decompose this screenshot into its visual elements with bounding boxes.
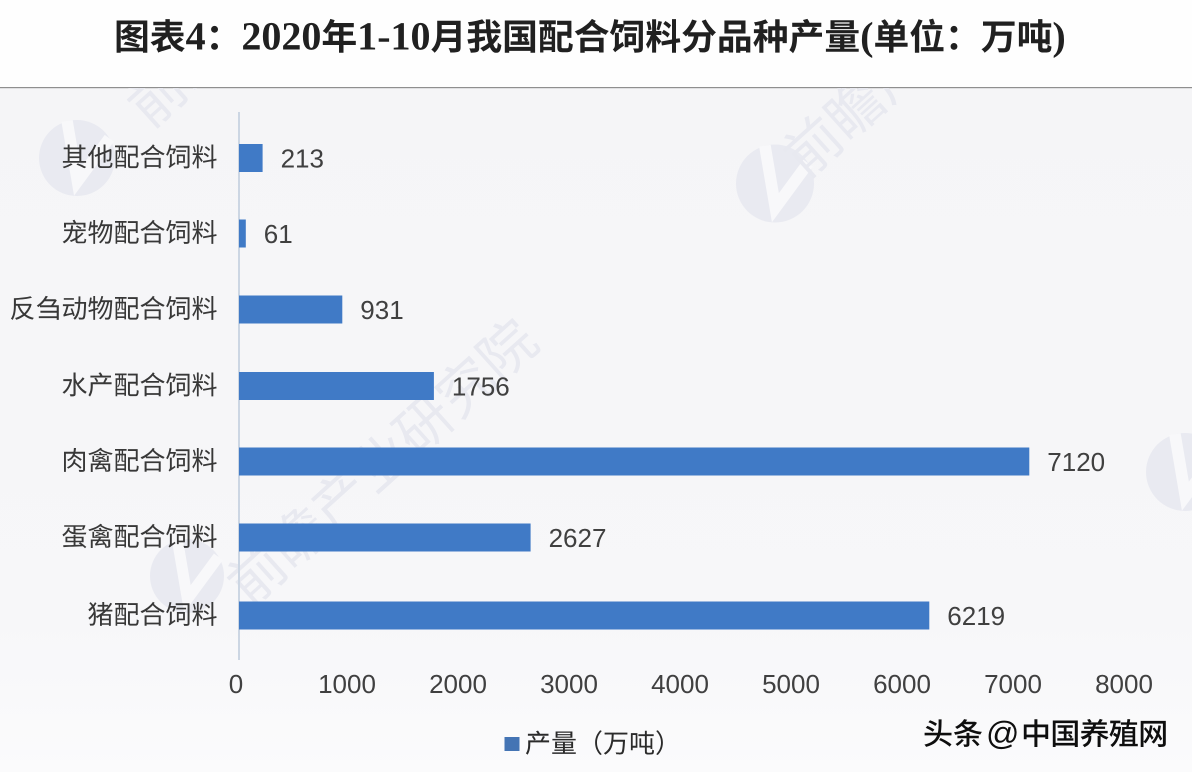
- svg-text:213: 213: [281, 143, 324, 173]
- svg-text:4000: 4000: [651, 669, 709, 699]
- svg-text:7000: 7000: [984, 669, 1042, 699]
- svg-text:2627: 2627: [549, 523, 607, 553]
- svg-text:5000: 5000: [762, 669, 820, 699]
- svg-text:61: 61: [264, 219, 293, 249]
- svg-text:1000: 1000: [318, 669, 376, 699]
- svg-text:0: 0: [229, 669, 243, 699]
- svg-text:931: 931: [360, 295, 403, 325]
- svg-text:1756: 1756: [452, 371, 510, 401]
- svg-text:2000: 2000: [429, 669, 487, 699]
- svg-text:6219: 6219: [947, 601, 1005, 631]
- svg-text:7120: 7120: [1047, 447, 1105, 477]
- svg-text:3000: 3000: [540, 669, 598, 699]
- svg-text:8000: 8000: [1095, 669, 1153, 699]
- svg-text:6000: 6000: [873, 669, 931, 699]
